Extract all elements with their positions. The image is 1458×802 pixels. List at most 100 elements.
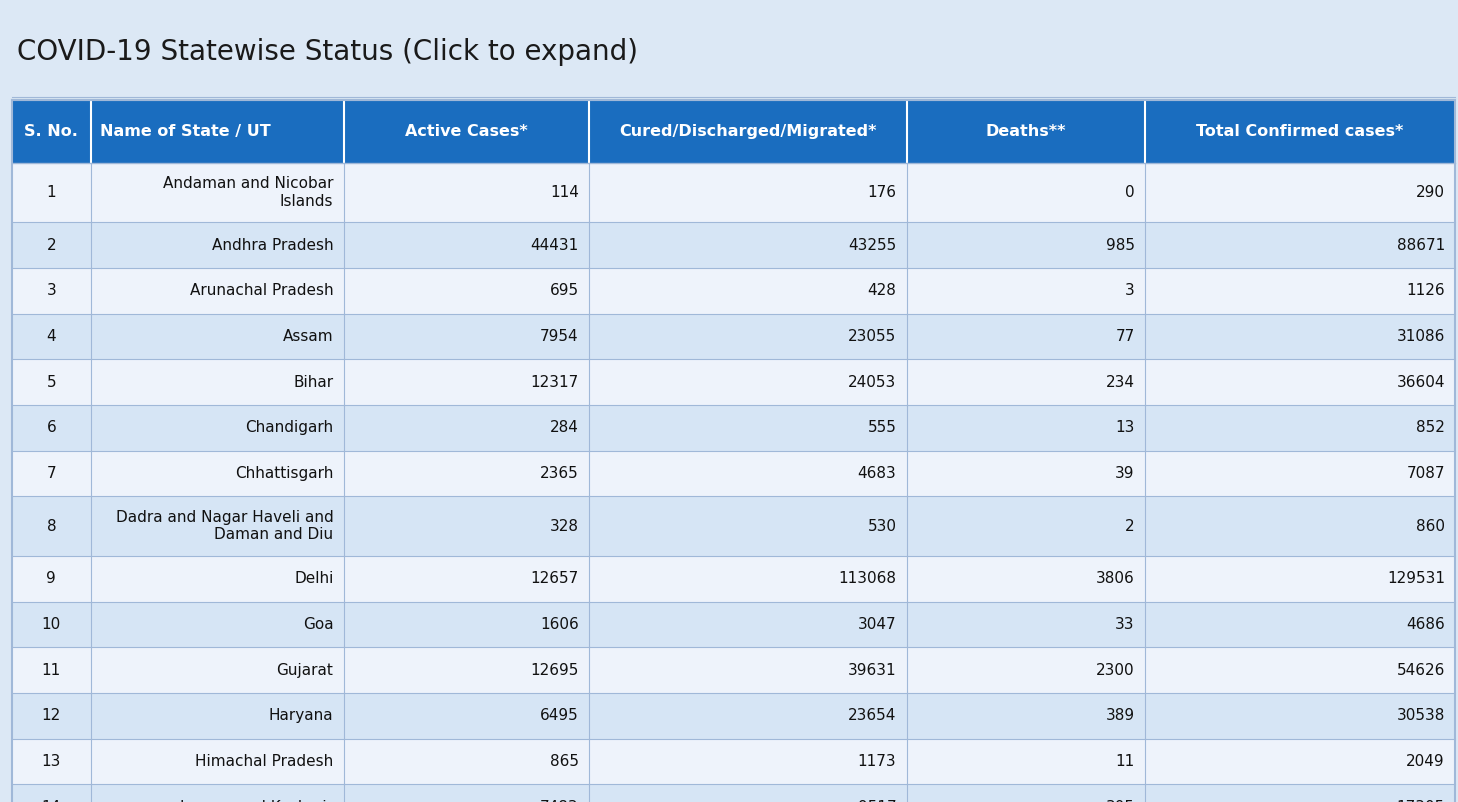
Text: 2365: 2365 bbox=[539, 466, 579, 481]
Bar bbox=[12, 602, 1455, 647]
Text: 9: 9 bbox=[47, 571, 57, 586]
Bar bbox=[12, 268, 1455, 314]
Text: 54626: 54626 bbox=[1397, 662, 1445, 678]
Text: 23055: 23055 bbox=[849, 329, 897, 344]
Bar bbox=[12, 647, 1455, 693]
Text: 39: 39 bbox=[1115, 466, 1134, 481]
Bar bbox=[12, 496, 1455, 556]
Text: 114: 114 bbox=[550, 185, 579, 200]
Text: 12317: 12317 bbox=[531, 375, 579, 390]
Text: 129531: 129531 bbox=[1387, 571, 1445, 586]
Text: 14: 14 bbox=[42, 800, 61, 802]
Text: 328: 328 bbox=[550, 519, 579, 533]
Text: 695: 695 bbox=[550, 283, 579, 298]
Text: 6: 6 bbox=[47, 420, 57, 435]
Bar bbox=[12, 405, 1455, 451]
Text: 3806: 3806 bbox=[1096, 571, 1134, 586]
Text: 1: 1 bbox=[47, 185, 57, 200]
Text: 7954: 7954 bbox=[541, 329, 579, 344]
Text: 12657: 12657 bbox=[531, 571, 579, 586]
Text: 530: 530 bbox=[868, 519, 897, 533]
Text: Jammu and Kashmir: Jammu and Kashmir bbox=[179, 800, 334, 802]
Bar bbox=[12, 451, 1455, 496]
Text: 4683: 4683 bbox=[857, 466, 897, 481]
Text: 30538: 30538 bbox=[1397, 708, 1445, 723]
Text: 284: 284 bbox=[550, 420, 579, 435]
Bar bbox=[12, 693, 1455, 739]
Text: Haryana: Haryana bbox=[268, 708, 334, 723]
Text: 43255: 43255 bbox=[849, 237, 897, 253]
Text: 1606: 1606 bbox=[539, 617, 579, 632]
Text: 33: 33 bbox=[1115, 617, 1134, 632]
Text: Total Confirmed cases*: Total Confirmed cases* bbox=[1196, 124, 1404, 139]
Text: 44431: 44431 bbox=[531, 237, 579, 253]
Text: 985: 985 bbox=[1105, 237, 1134, 253]
Text: Cured/Discharged/Migrated*: Cured/Discharged/Migrated* bbox=[620, 124, 876, 139]
Text: Assam: Assam bbox=[283, 329, 334, 344]
Text: Arunachal Pradesh: Arunachal Pradesh bbox=[190, 283, 334, 298]
Text: 36604: 36604 bbox=[1397, 375, 1445, 390]
Text: 10: 10 bbox=[42, 617, 61, 632]
Text: 2: 2 bbox=[1126, 519, 1134, 533]
Text: 39631: 39631 bbox=[847, 662, 897, 678]
Text: 389: 389 bbox=[1105, 708, 1134, 723]
Text: Andaman and Nicobar
Islands: Andaman and Nicobar Islands bbox=[163, 176, 334, 209]
Text: 1126: 1126 bbox=[1407, 283, 1445, 298]
Text: Active Cases*: Active Cases* bbox=[405, 124, 528, 139]
Text: 5: 5 bbox=[47, 375, 57, 390]
Text: 13: 13 bbox=[1115, 420, 1134, 435]
Text: 2300: 2300 bbox=[1096, 662, 1134, 678]
Text: 555: 555 bbox=[868, 420, 897, 435]
Text: Delhi: Delhi bbox=[295, 571, 334, 586]
Text: 11: 11 bbox=[42, 662, 61, 678]
Text: 176: 176 bbox=[868, 185, 897, 200]
Text: Name of State / UT: Name of State / UT bbox=[99, 124, 271, 139]
Bar bbox=[12, 359, 1455, 405]
Text: 12695: 12695 bbox=[531, 662, 579, 678]
Bar bbox=[12, 784, 1455, 802]
Text: 865: 865 bbox=[550, 754, 579, 769]
Text: Goa: Goa bbox=[303, 617, 334, 632]
Text: 4: 4 bbox=[47, 329, 57, 344]
Text: 113068: 113068 bbox=[838, 571, 897, 586]
Text: 17305: 17305 bbox=[1397, 800, 1445, 802]
Text: 4686: 4686 bbox=[1406, 617, 1445, 632]
Text: Himachal Pradesh: Himachal Pradesh bbox=[195, 754, 334, 769]
Text: Chhattisgarh: Chhattisgarh bbox=[235, 466, 334, 481]
Text: 2: 2 bbox=[47, 237, 57, 253]
Text: 1173: 1173 bbox=[857, 754, 897, 769]
Text: Chandigarh: Chandigarh bbox=[245, 420, 334, 435]
Text: 7: 7 bbox=[47, 466, 57, 481]
Text: 6495: 6495 bbox=[539, 708, 579, 723]
Text: COVID-19 Statewise Status (Click to expand): COVID-19 Statewise Status (Click to expa… bbox=[17, 38, 639, 66]
Text: 0: 0 bbox=[1126, 185, 1134, 200]
Text: 23654: 23654 bbox=[849, 708, 897, 723]
Bar bbox=[12, 222, 1455, 268]
Text: 77: 77 bbox=[1115, 329, 1134, 344]
Text: 31086: 31086 bbox=[1397, 329, 1445, 344]
Text: Bihar: Bihar bbox=[293, 375, 334, 390]
Text: 290: 290 bbox=[1416, 185, 1445, 200]
Text: 7087: 7087 bbox=[1407, 466, 1445, 481]
Text: 234: 234 bbox=[1105, 375, 1134, 390]
Bar bbox=[12, 739, 1455, 784]
Text: Deaths**: Deaths** bbox=[986, 124, 1066, 139]
Bar bbox=[12, 100, 1455, 163]
Text: 3047: 3047 bbox=[857, 617, 897, 632]
Text: 11: 11 bbox=[1115, 754, 1134, 769]
Text: Gujarat: Gujarat bbox=[277, 662, 334, 678]
Bar bbox=[12, 556, 1455, 602]
Text: 3: 3 bbox=[1124, 283, 1134, 298]
Text: 428: 428 bbox=[868, 283, 897, 298]
Text: 2049: 2049 bbox=[1407, 754, 1445, 769]
Text: 7483: 7483 bbox=[541, 800, 579, 802]
Text: 852: 852 bbox=[1416, 420, 1445, 435]
Text: 13: 13 bbox=[42, 754, 61, 769]
Bar bbox=[12, 163, 1455, 222]
Text: Dadra and Nagar Haveli and
Daman and Diu: Dadra and Nagar Haveli and Daman and Diu bbox=[115, 510, 334, 542]
Text: Andhra Pradesh: Andhra Pradesh bbox=[211, 237, 334, 253]
Text: 9517: 9517 bbox=[857, 800, 897, 802]
Text: 88671: 88671 bbox=[1397, 237, 1445, 253]
Bar bbox=[12, 314, 1455, 359]
Text: 860: 860 bbox=[1416, 519, 1445, 533]
